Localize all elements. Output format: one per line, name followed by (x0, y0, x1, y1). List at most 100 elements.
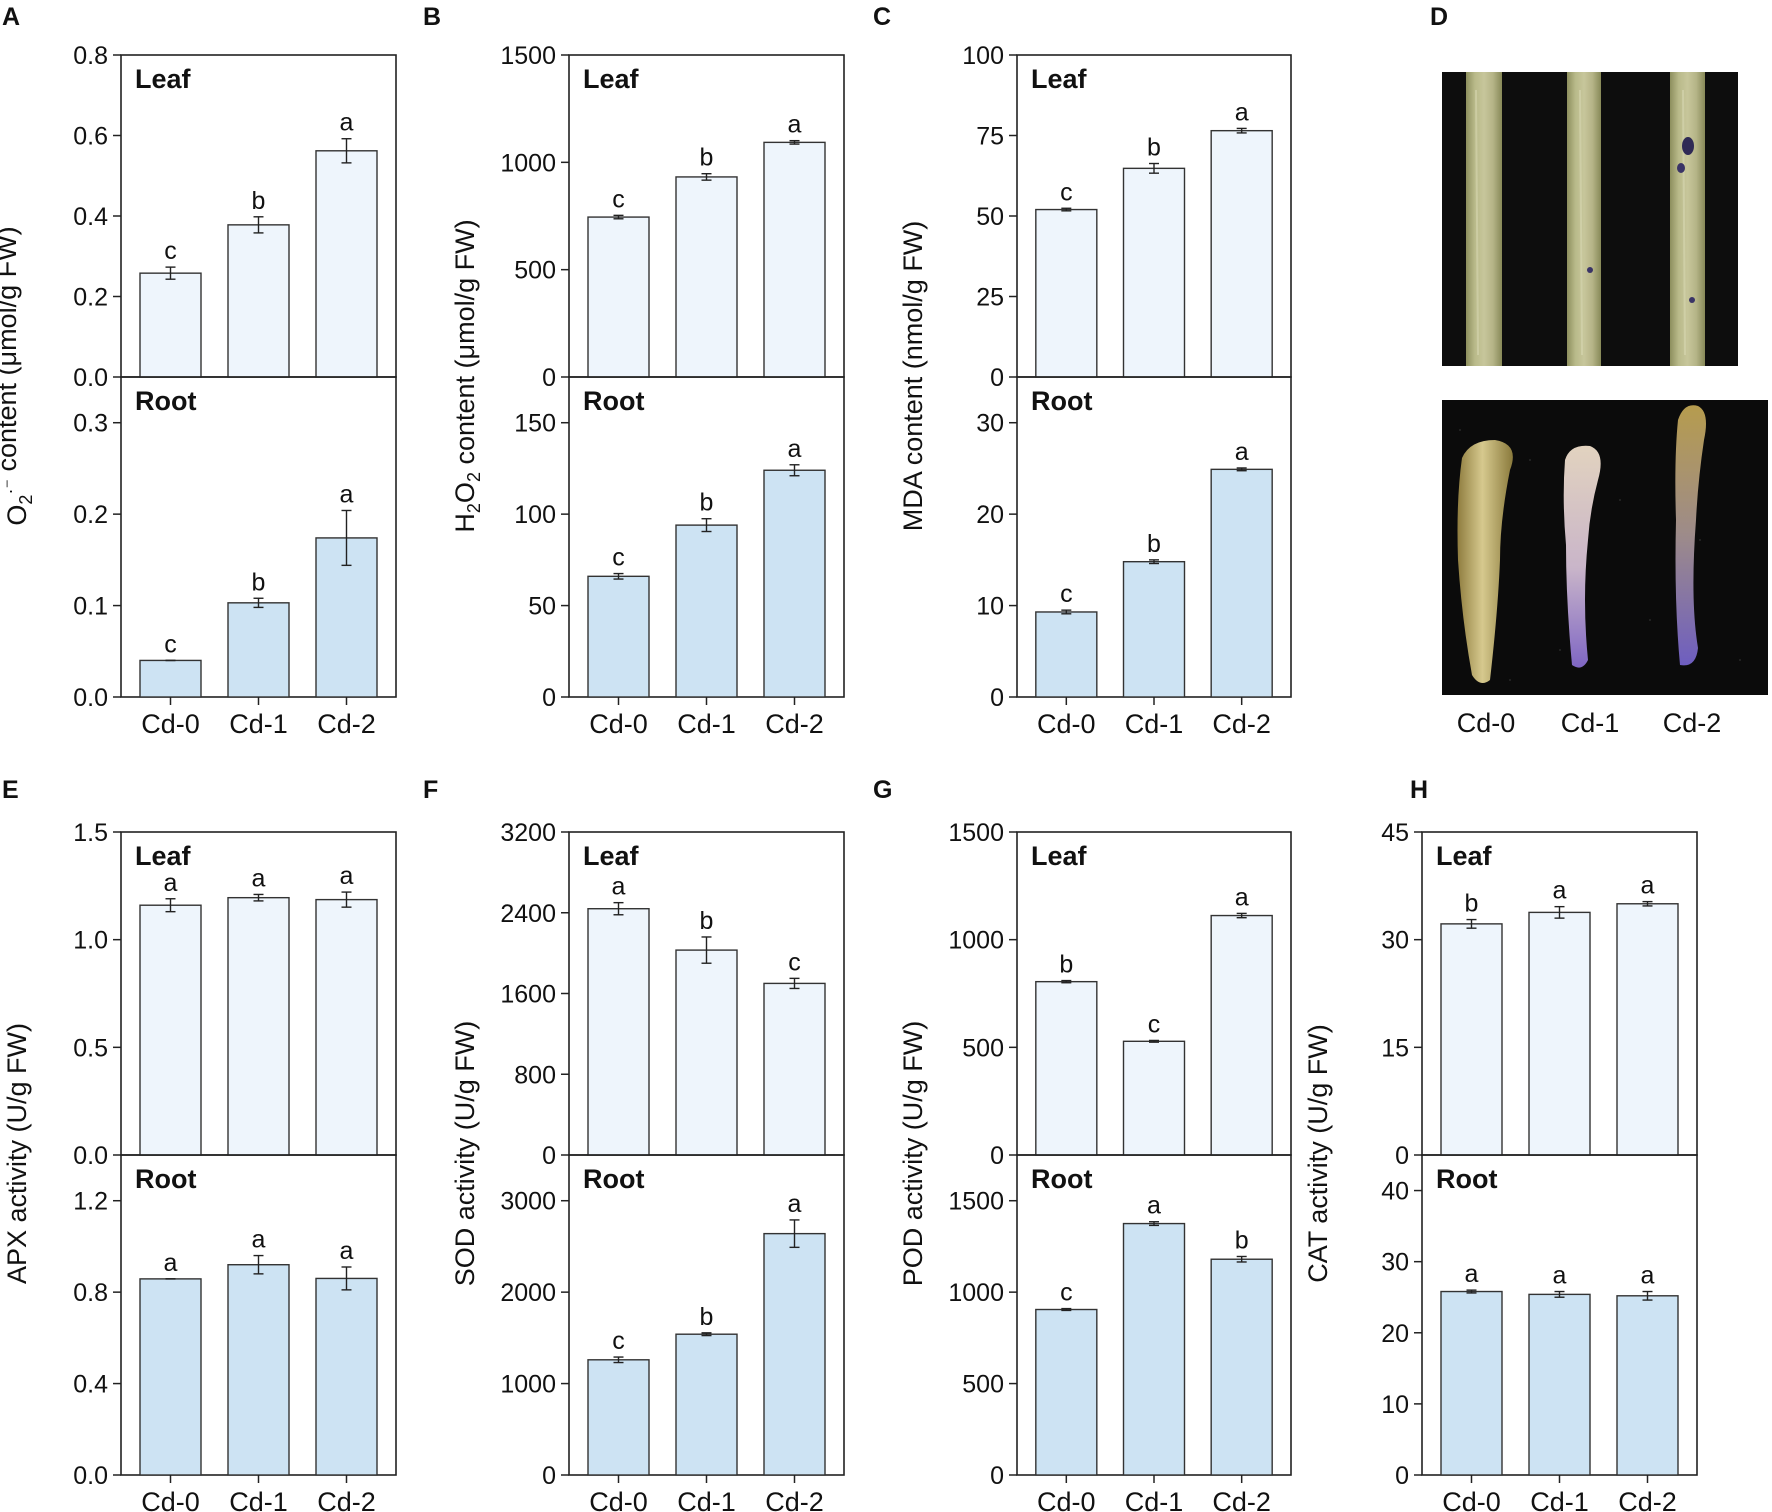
root-bar (1528, 1293, 1591, 1476)
x-category-label: Cd-1 (229, 709, 288, 739)
leaf-bar (1035, 208, 1098, 378)
y-tick-label: 0 (542, 1142, 556, 1170)
significance-letter: a (1465, 1260, 1479, 1288)
y-tick-label: 500 (962, 1371, 1004, 1399)
y-axis-label: CAT activity (U/g FW) (1303, 1024, 1333, 1283)
y-tick-label: 0.4 (73, 1371, 108, 1399)
panel-letter: G (873, 776, 892, 804)
significance-letter: c (1148, 1010, 1161, 1038)
leaf-photo (1442, 72, 1738, 366)
panel-letter: H (1410, 776, 1428, 804)
significance-letter: c (788, 948, 801, 976)
significance-letter: b (700, 144, 714, 172)
y-tick-label: 1500 (948, 819, 1004, 847)
root-bar (587, 575, 650, 698)
y-tick-label: 0.8 (73, 1279, 108, 1307)
leaf-label: Leaf (1436, 841, 1493, 871)
x-category-label: Cd-0 (589, 1487, 648, 1512)
y-tick-label: 0.4 (73, 203, 108, 231)
root-bar (139, 659, 202, 698)
root-bar (763, 469, 826, 698)
significance-letter: a (340, 480, 354, 508)
y-axis-label: H2O2 content (μmol/g FW) (450, 219, 484, 532)
x-category-label: Cd-1 (229, 1487, 288, 1512)
x-category-label: Cd-2 (1618, 1487, 1677, 1512)
x-category-label: Cd-0 (1037, 1487, 1096, 1512)
significance-letter: a (340, 1237, 354, 1265)
leaf-bar (1616, 903, 1679, 1156)
y-tick-label: 3200 (500, 819, 556, 847)
leaf-bar (763, 982, 826, 1156)
root-bar (587, 1359, 650, 1476)
significance-letter: b (252, 187, 266, 215)
root-label: Root (1031, 1164, 1092, 1194)
y-tick-label: 40 (1381, 1178, 1409, 1206)
significance-letter: a (252, 1226, 266, 1254)
root-bar (227, 602, 290, 698)
significance-letter: a (340, 109, 354, 137)
y-tick-label: 1600 (500, 981, 556, 1009)
leaf-label: Leaf (135, 64, 192, 94)
y-tick-label: 10 (976, 593, 1004, 621)
y-tick-label: 50 (528, 593, 556, 621)
y-tick-label: 100 (514, 501, 556, 529)
significance-letter: c (612, 1327, 625, 1355)
y-tick-label: 1500 (500, 42, 556, 70)
significance-letter: a (164, 1249, 178, 1277)
significance-letter: a (1235, 98, 1249, 126)
root-bar (139, 1278, 202, 1476)
y-tick-label: 20 (976, 501, 1004, 529)
leaf-bar (587, 908, 650, 1156)
y-tick-label: 20 (1381, 1320, 1409, 1348)
y-axis-label: MDA content (nmol/g FW) (898, 221, 928, 532)
y-tick-label: 0 (542, 1462, 556, 1490)
root-bar (227, 1264, 290, 1476)
x-category-label: Cd-1 (677, 709, 736, 739)
leaf-bar (139, 272, 202, 378)
leaf-bar (675, 949, 738, 1156)
leaf-bar (763, 141, 826, 378)
photo-category-label: Cd-2 (1663, 708, 1722, 738)
significance-letter: b (1147, 134, 1161, 162)
root-bar (1440, 1290, 1503, 1476)
significance-letter: b (1465, 890, 1479, 918)
root-label: Root (135, 1164, 196, 1194)
root-label: Root (1436, 1164, 1497, 1194)
y-tick-label: 0 (1395, 1462, 1409, 1490)
root-label: Root (583, 1164, 644, 1194)
root-bar (1210, 1258, 1273, 1476)
photo-category-label: Cd-1 (1561, 708, 1620, 738)
root-bar (315, 1277, 378, 1476)
y-tick-label: 1.0 (73, 927, 108, 955)
y-tick-label: 0 (990, 1142, 1004, 1170)
significance-letter: c (612, 185, 625, 213)
y-tick-label: 1.2 (73, 1188, 108, 1216)
leaf-bar (587, 216, 650, 378)
panel-c: C 0 25 50 75 100 Leaf c b a 0 10 20 30 Root c b a Cd-0 Cd-1… (873, 3, 1292, 739)
y-tick-label: 30 (1381, 1249, 1409, 1277)
y-tick-label: 0.0 (73, 1462, 108, 1490)
root-label: Root (1031, 386, 1092, 416)
significance-letter: a (1235, 883, 1249, 911)
root-bar (1035, 611, 1098, 698)
y-tick-label: 100 (962, 42, 1004, 70)
root-bar (675, 1333, 738, 1476)
y-tick-label: 0.2 (73, 501, 108, 529)
leaf-label: Leaf (583, 64, 640, 94)
significance-letter: b (700, 907, 714, 935)
panel-letter: B (423, 3, 441, 31)
significance-letter: b (700, 1303, 714, 1331)
x-category-label: Cd-1 (1125, 1487, 1184, 1512)
y-tick-label: 1000 (500, 1371, 556, 1399)
leaf-label: Leaf (1031, 64, 1088, 94)
y-tick-label: 1000 (948, 1279, 1004, 1307)
significance-letter: a (788, 1190, 802, 1218)
y-tick-label: 1000 (948, 927, 1004, 955)
y-tick-label: 1500 (948, 1188, 1004, 1216)
significance-letter: b (1235, 1226, 1249, 1254)
y-tick-label: 0.2 (73, 284, 108, 312)
y-tick-label: 45 (1381, 819, 1409, 847)
y-tick-label: 0.3 (73, 410, 108, 438)
